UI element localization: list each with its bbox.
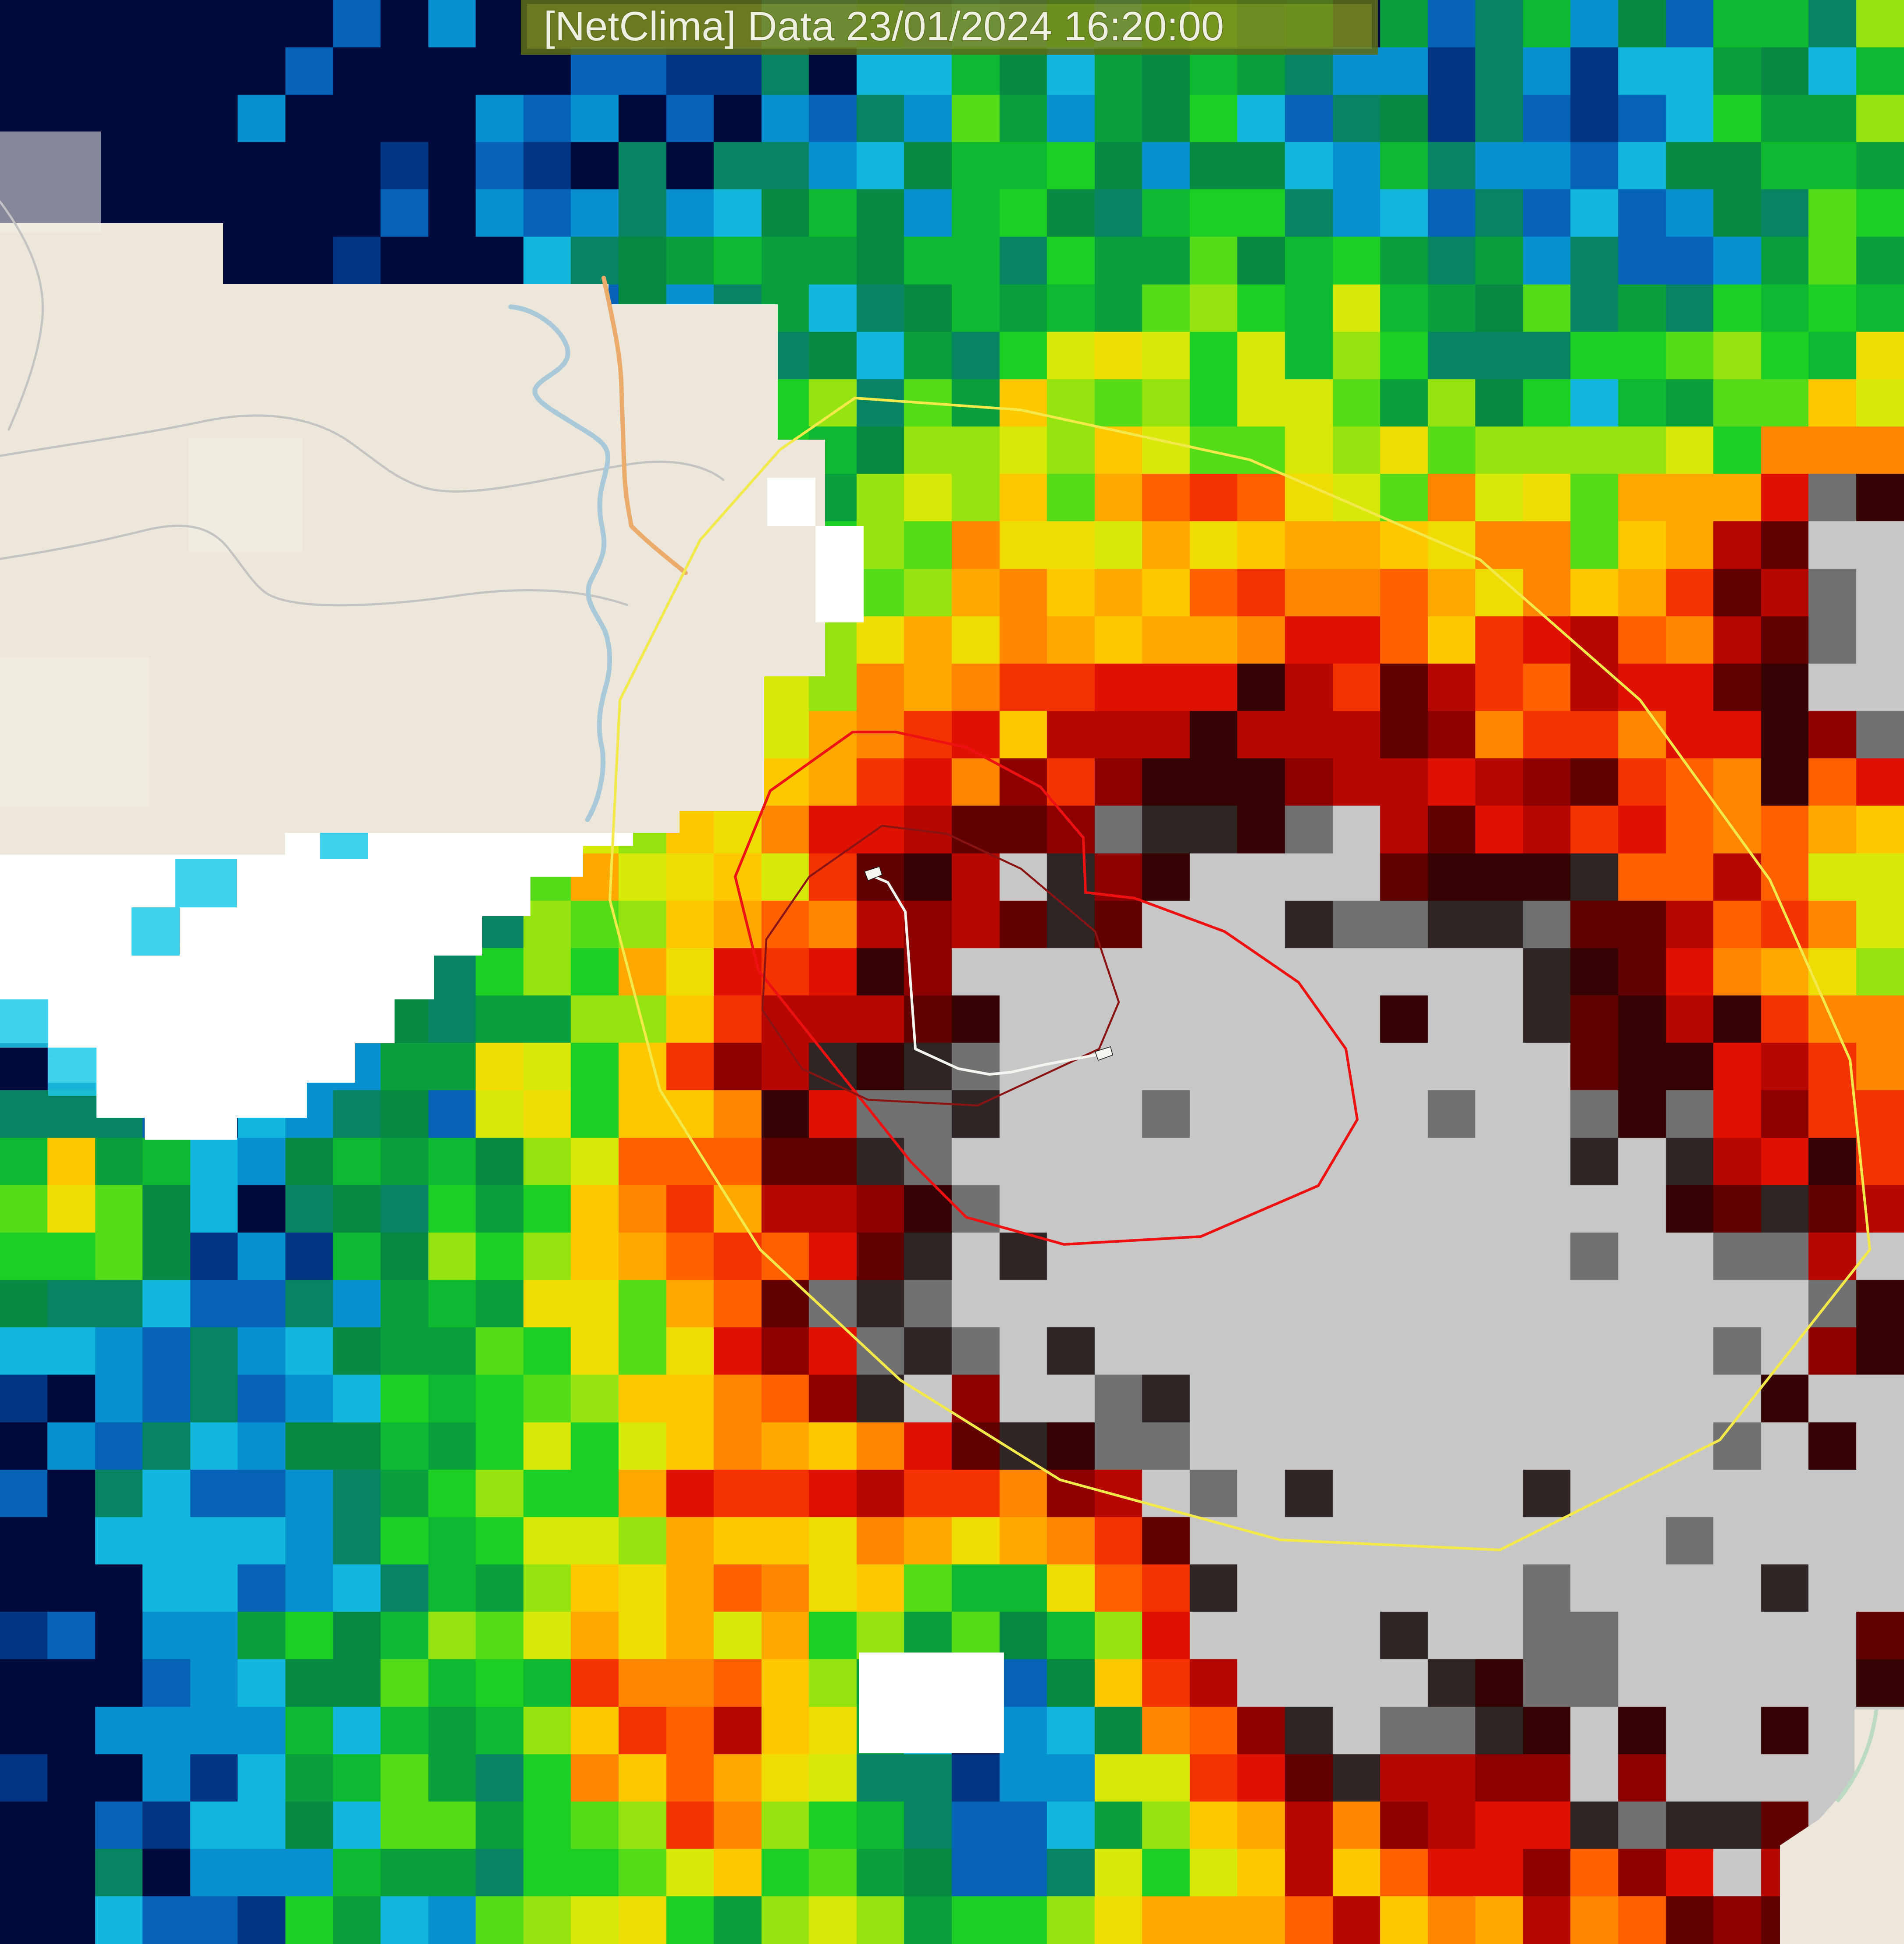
svg-text:[NetClima] Data 23/01/2024 16:: [NetClima] Data 23/01/2024 16:20:00 bbox=[544, 3, 1224, 49]
